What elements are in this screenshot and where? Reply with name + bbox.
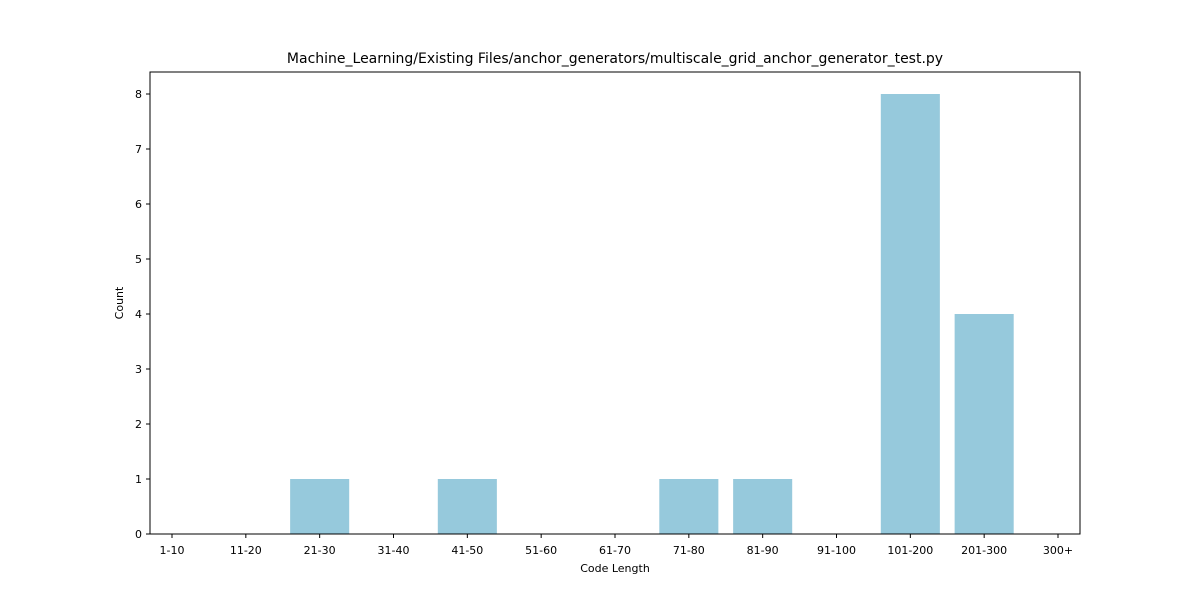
bar-101-200 <box>880 94 940 534</box>
bars-group <box>290 94 1014 534</box>
y-tick-label: 1 <box>135 473 142 486</box>
bar-201-300 <box>954 314 1014 534</box>
x-tick-label: 11-20 <box>230 544 262 557</box>
y-tick-label: 4 <box>135 308 142 321</box>
y-tick-label: 6 <box>135 198 142 211</box>
y-tick-label: 2 <box>135 418 142 431</box>
y-tick-label: 3 <box>135 363 142 376</box>
y-tick-label: 5 <box>135 253 142 266</box>
x-tick-label: 201-300 <box>961 544 1007 557</box>
x-tick-label: 61-70 <box>599 544 631 557</box>
bar-41-50 <box>437 479 497 534</box>
x-tick-label: 21-30 <box>304 544 336 557</box>
bar-71-80 <box>659 479 719 534</box>
x-tick-label: 81-90 <box>747 544 779 557</box>
x-tick-label: 71-80 <box>673 544 705 557</box>
y-axis-label: Count <box>113 286 126 319</box>
x-tick-label: 41-50 <box>451 544 483 557</box>
x-tick-label: 300+ <box>1043 544 1073 557</box>
x-tick-label: 91-100 <box>817 544 856 557</box>
chart-title: Machine_Learning/Existing Files/anchor_g… <box>287 51 943 67</box>
x-tick-label: 1-10 <box>160 544 185 557</box>
bar-81-90 <box>733 479 793 534</box>
plot-frame <box>149 71 1081 535</box>
y-tick-label: 0 <box>135 528 142 541</box>
y-axis: 0 1 2 3 4 5 6 7 8 <box>135 88 150 541</box>
x-tick-label: 51-60 <box>525 544 557 557</box>
x-axis-label: Code Length <box>580 562 650 575</box>
bar-21-30 <box>290 479 350 534</box>
x-tick-label: 31-40 <box>378 544 410 557</box>
y-tick-label: 8 <box>135 88 142 101</box>
x-axis: 1-10 11-20 21-30 31-40 41-50 51-60 61-70 71-80 8… <box>160 534 1073 557</box>
y-tick-label: 7 <box>135 143 142 156</box>
x-tick-label: 101-200 <box>887 544 933 557</box>
